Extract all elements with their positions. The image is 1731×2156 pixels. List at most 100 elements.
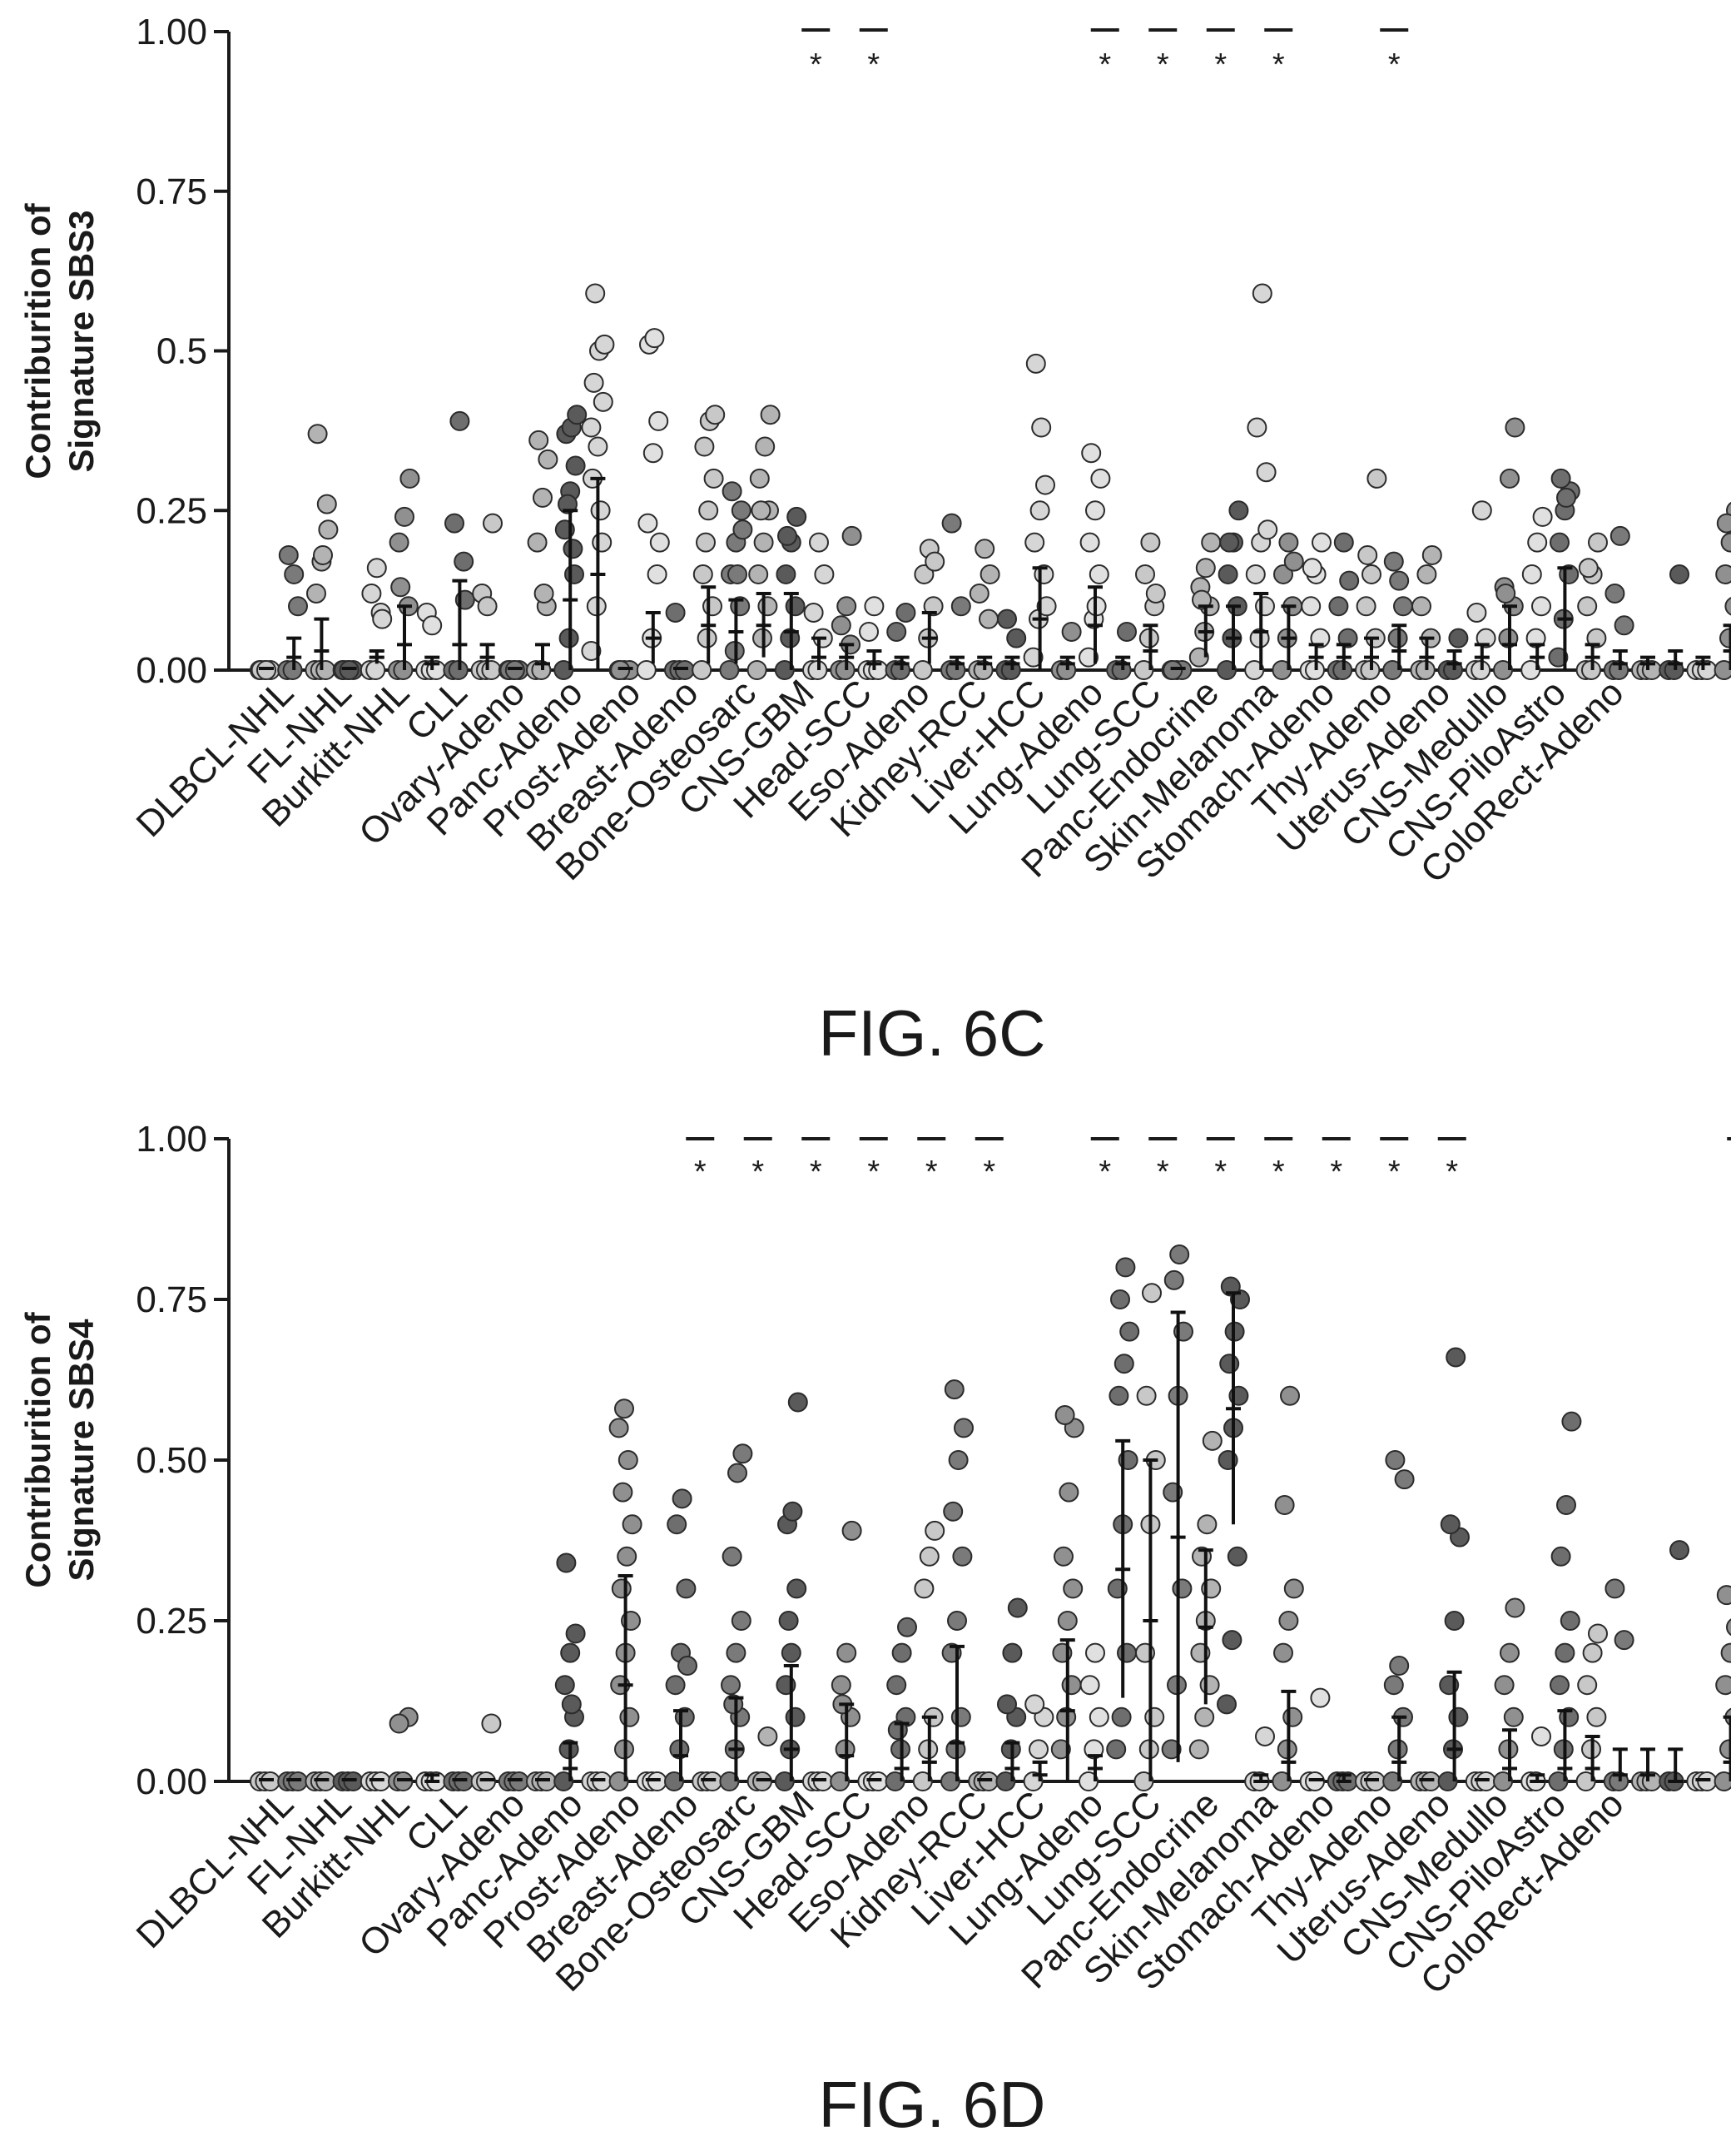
- data-point: [1195, 558, 1216, 579]
- data-point: [1389, 1656, 1410, 1677]
- data-point: [1117, 1642, 1137, 1663]
- plot-area-sbs4: 0.000.250.500.751.00DLBCL-NHLFL-NHLBurki…: [129, 1119, 1731, 2002]
- significance-star: *: [867, 1155, 880, 1190]
- data-point: [1255, 596, 1275, 617]
- data-point: [1079, 647, 1099, 668]
- data-point: [1582, 1642, 1603, 1663]
- data-point: [941, 513, 962, 534]
- y-tick-label: 0.5: [156, 331, 207, 372]
- significance-star: *: [1388, 47, 1401, 82]
- data-point: [925, 551, 945, 572]
- data-point: [980, 564, 1000, 584]
- data-point: [1219, 1354, 1240, 1374]
- data-point: [1244, 660, 1265, 680]
- data-point: [722, 1546, 742, 1567]
- data-point: [565, 1623, 586, 1644]
- data-point: [1494, 1675, 1515, 1696]
- data-point: [727, 1463, 747, 1483]
- data-point: [1169, 1244, 1190, 1264]
- data-point: [1085, 1642, 1105, 1663]
- data-point: [565, 455, 586, 476]
- data-point: [694, 436, 715, 457]
- data-point: [912, 660, 933, 680]
- data-point: [914, 564, 935, 584]
- data-point: [1023, 647, 1044, 668]
- data-point: [1002, 1642, 1023, 1663]
- data-point: [1272, 1771, 1292, 1791]
- data-point: [394, 506, 414, 527]
- data-point: [1278, 1611, 1299, 1631]
- data-point: [585, 283, 606, 304]
- data-point: [1466, 602, 1487, 623]
- data-point: [1716, 1585, 1731, 1606]
- data-point: [1437, 1771, 1458, 1791]
- data-point: [836, 1642, 857, 1663]
- data-point: [1550, 468, 1571, 489]
- data-point: [1550, 1675, 1570, 1696]
- data-point: [1550, 532, 1570, 553]
- data-point: [778, 1611, 799, 1631]
- data-point: [1201, 532, 1222, 553]
- data-point: [1144, 1706, 1165, 1727]
- data-point: [608, 1418, 629, 1438]
- data-point: [1202, 1430, 1223, 1451]
- data-point: [1273, 1642, 1293, 1663]
- data-point: [372, 609, 393, 629]
- plot-area-sbs3: 0.000.250.50.751.00DLBCL-NHLFL-NHLBurkit…: [129, 12, 1731, 891]
- data-point: [1217, 660, 1237, 680]
- data-point: [722, 481, 742, 502]
- data-point: [1061, 621, 1082, 642]
- data-point: [1110, 1289, 1130, 1309]
- data-point: [444, 513, 464, 534]
- data-point: [1054, 1546, 1074, 1567]
- data-point: [449, 410, 470, 431]
- data-point: [774, 1771, 795, 1791]
- data-point: [940, 1771, 960, 1791]
- data-point: [782, 1501, 803, 1522]
- data-point: [481, 1713, 502, 1734]
- data-point: [1245, 564, 1266, 584]
- data-point: [1715, 564, 1731, 584]
- y-tick-label: 0.50: [136, 1440, 207, 1481]
- data-point: [1145, 583, 1166, 604]
- data-point: [1079, 1771, 1099, 1791]
- y-tick-label: 0.00: [136, 1761, 207, 1802]
- data-point: [649, 532, 670, 553]
- data-point: [809, 532, 829, 553]
- data-point: [284, 564, 305, 584]
- data-point: [948, 1450, 969, 1470]
- chart-panel-sbs3: Contriburition of Signature SBS3 0.00 0.2…: [18, 12, 1731, 1070]
- data-point: [1605, 583, 1625, 604]
- data-point: [1111, 1706, 1132, 1727]
- data-point: [1089, 1706, 1109, 1727]
- data-point: [803, 602, 824, 623]
- data-point: [1023, 1771, 1044, 1791]
- data-point: [1031, 417, 1052, 438]
- data-point: [757, 1726, 778, 1746]
- data-point: [751, 500, 771, 521]
- data-point: [390, 577, 411, 598]
- significance-star: *: [810, 47, 822, 82]
- data-point: [732, 1443, 753, 1464]
- data-point: [1548, 647, 1569, 668]
- data-point: [1333, 532, 1354, 553]
- y-axis-label-line1: Contriburition of: [18, 1311, 57, 1587]
- data-point: [1383, 551, 1404, 572]
- data-point: [583, 372, 604, 393]
- data-point: [288, 596, 308, 617]
- figure-label-6d: FIG. 6D: [818, 2068, 1045, 2141]
- y-tick-label: 1.00: [136, 12, 207, 52]
- data-point: [912, 1771, 933, 1791]
- data-point: [1532, 506, 1553, 527]
- data-point: [1024, 532, 1045, 553]
- data-point: [1561, 1411, 1582, 1432]
- data-point: [1059, 1482, 1079, 1503]
- y-tick-label: 1.00: [136, 1119, 207, 1160]
- data-point: [1421, 544, 1442, 565]
- data-point: [554, 1675, 575, 1696]
- data-point: [593, 391, 613, 412]
- data-point: [1079, 532, 1100, 553]
- data-point: [1577, 1675, 1598, 1696]
- data-point: [919, 1546, 940, 1567]
